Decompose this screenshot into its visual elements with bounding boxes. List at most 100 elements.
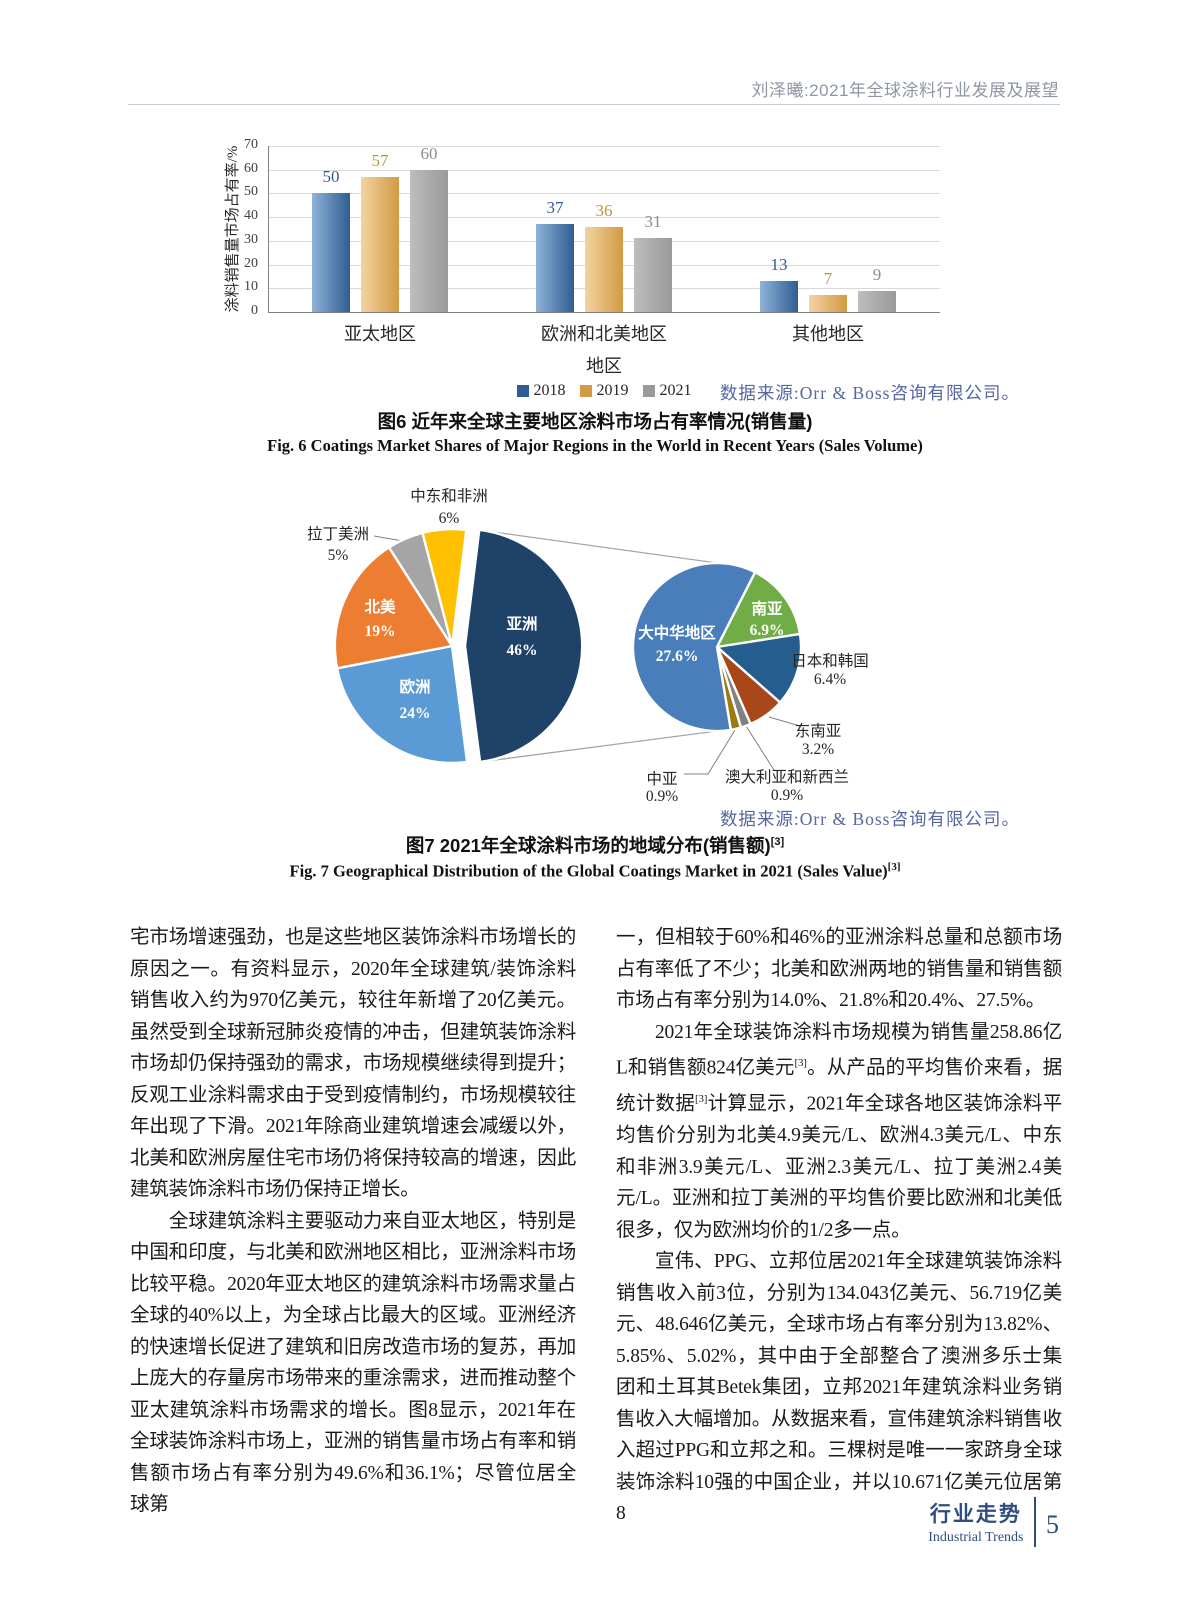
header-rule — [128, 104, 1060, 105]
bar-2019-0 — [361, 176, 399, 312]
pie-value-日本和韩国: 6.4% — [814, 671, 846, 688]
legend-label: 2021 — [659, 382, 692, 399]
x-axis-title: 地区 — [586, 356, 622, 376]
fig7-caption-zh-text: 图7 2021年全球涂料市场的地域分布(销售额) — [405, 835, 771, 856]
bar-2021-1 — [634, 238, 672, 312]
page-footer: 行业走势 Industrial Trends 5 — [928, 1497, 1059, 1547]
pie-value-澳大利亚和新西兰: 0.9% — [771, 787, 803, 804]
y-tick-label: 60 — [244, 160, 258, 176]
y-tick-label: 10 — [244, 279, 258, 295]
pie-label-中亚: 中亚 — [646, 770, 677, 788]
citation-ref: [3] — [887, 861, 901, 873]
fig7-caption-zh: 图7 2021年全球涂料市场的地域分布(销售额)[3] — [130, 832, 1060, 858]
leader-central-asia — [684, 729, 736, 775]
pie-value-南亚: 6.9% — [750, 622, 785, 639]
legend-label: 2018 — [533, 382, 566, 399]
footer-divider — [1033, 1497, 1036, 1547]
x-tick-label: 亚太地区 — [344, 324, 416, 344]
leader-southeast-asia — [768, 716, 801, 727]
fig7-caption-en-text: Fig. 7 Geographical Distribution of the … — [289, 861, 888, 881]
paragraph-text: 计算显示，2021年全球各地区装饰涂料平均售价分别为北美4.9美元/L、欧洲4.… — [616, 1093, 1062, 1241]
pie-value-拉丁美洲: 5% — [328, 547, 349, 564]
bar-2021-2 — [858, 290, 896, 312]
bar-value-label: 13 — [770, 255, 788, 275]
pie-label-澳大利亚和新西兰: 澳大利亚和新西兰 — [725, 768, 849, 786]
footer-section-en: Industrial Trends — [928, 1530, 1024, 1545]
pie-slice-欧洲 — [335, 644, 469, 765]
pie-slice-亚洲 — [463, 528, 584, 764]
pie-value-亚洲: 46% — [507, 642, 538, 659]
fig6-caption-en: Fig. 6 Coatings Market Shares of Major R… — [267, 436, 923, 455]
footer-section: 行业走势 Industrial Trends — [928, 1498, 1023, 1546]
leader-australia-nz — [745, 725, 775, 771]
paragraph-text: 宅市场增速强劲，也是这些地区装饰涂料市场增长的原因之一。有资料显示，2020年全… — [130, 927, 576, 1200]
bar-value-label: 60 — [420, 143, 438, 163]
paragraph-text: 宣伟、PPG、立邦位居2021年全球建筑装饰涂料销售收入前3位，分别为134.0… — [616, 1251, 1062, 1524]
leader-latin-america — [373, 535, 404, 542]
pie-of-pie-chart-fig7: 亚洲 46% 欧洲 24% 北美 19% 拉丁美洲 5% 中东和非洲 6% 大中华地区 27.6% 南亚… — [280, 468, 1070, 813]
legend-item: 2019 — [579, 382, 629, 400]
pie-slice-大中华地区 — [631, 561, 757, 733]
y-tick-label: 50 — [244, 184, 258, 200]
pie-value-东南亚: 3.2% — [802, 741, 834, 758]
legend-swatch — [579, 385, 592, 397]
fig7-caption-en: Fig. 7 Geographical Distribution of the … — [130, 861, 1060, 882]
column-left: 宅市场增速强劲，也是这些地区装饰涂料市场增长的原因之一。有资料显示，2020年全… — [130, 922, 576, 1530]
pie-slice-南亚 — [715, 571, 802, 649]
x-tick-label: 其他地区 — [792, 324, 864, 344]
running-header: 刘泽曦:2021年全球涂料行业发展及展望 — [751, 81, 1059, 100]
x-tick-label: 欧洲和北美地区 — [541, 324, 667, 344]
y-tick-label: 40 — [244, 208, 258, 224]
series-line-bottom — [479, 730, 718, 763]
y-tick-label: 70 — [244, 137, 258, 152]
legend-item: 2018 — [516, 382, 566, 400]
legend-item: 2021 — [642, 382, 692, 400]
pie-value-中亚: 0.9% — [646, 788, 678, 805]
fig6-data-source: 数据来源:Orr & Boss咨询有限公司。 — [719, 383, 1020, 403]
citation-ref: [3] — [695, 1093, 708, 1105]
bar-2021-0 — [410, 169, 448, 312]
pie-value-北美: 19% — [365, 623, 396, 640]
pie-label-南亚: 南亚 — [751, 599, 783, 618]
gridline — [268, 169, 940, 171]
chart-legend: 2018 2019 2021 — [268, 382, 940, 400]
legend-label: 2019 — [596, 382, 629, 399]
pie-label-亚洲: 亚洲 — [506, 615, 537, 633]
column-right: 一，但相较于60%和46%的亚洲涂料总量和总额市场占有率低了不少；北美和欧洲两地… — [616, 922, 1062, 1530]
pie-slice-北美 — [333, 546, 454, 670]
y-axis-title: 涂料销售量市场占有率/% — [225, 145, 241, 313]
series-line-top — [478, 529, 718, 564]
body-text: 宅市场增速强劲，也是这些地区装饰涂料市场增长的原因之一。有资料显示，2020年全… — [130, 922, 1062, 1530]
fig6-caption-zh: 图6 近年来全球主要地区涂料市场占有率情况(销售量) — [377, 411, 813, 432]
pie-label-大中华地区: 大中华地区 — [638, 623, 716, 642]
paragraph-text: 。从产品的平均售价来看，据统计数据 — [616, 1057, 1063, 1115]
legend-swatch — [642, 385, 655, 397]
bar-2019-2 — [809, 295, 847, 312]
y-tick-label: 20 — [244, 255, 258, 271]
bar-value-label: 50 — [322, 167, 340, 187]
fig7-data-source: 数据来源:Orr & Boss咨询有限公司。 — [719, 809, 1020, 829]
bar-value-label: 37 — [546, 198, 564, 218]
bar-2018-1 — [536, 224, 574, 312]
bar-value-label: 57 — [371, 150, 389, 170]
pie-value-大中华地区: 27.6% — [656, 648, 699, 665]
bar-2018-2 — [760, 281, 798, 312]
paragraph: 2021年全球装饰涂料市场规模为销售量258.86亿L和销售额824亿美元[3]… — [616, 1017, 1062, 1247]
paragraph: 宣伟、PPG、立邦位居2021年全球建筑装饰涂料销售收入前3位，分别为134.0… — [616, 1246, 1062, 1530]
page-number: 5 — [1046, 1510, 1059, 1539]
paragraph: 全球建筑涂料主要驱动力来自亚太地区，特别是中国和印度，与北美和欧洲地区相比，亚洲… — [130, 1206, 576, 1521]
bar-2019-1 — [585, 226, 623, 312]
y-tick-label: 30 — [244, 231, 258, 247]
citation-ref: [3] — [794, 1057, 807, 1069]
bar-2018-0 — [312, 193, 350, 312]
paragraph-text: 一，但相较于60%和46%的亚洲涂料总量和总额市场占有率低了不少；北美和欧洲两地… — [616, 927, 1062, 1011]
y-tick-label: 0 — [251, 303, 258, 318]
pie-label-东南亚: 东南亚 — [795, 722, 842, 740]
paragraph-text: 全球建筑涂料主要驱动力来自亚太地区，特别是中国和印度，与北美和欧洲地区相比，亚洲… — [130, 1210, 576, 1516]
pie-value-欧洲: 24% — [400, 705, 431, 722]
legend-swatch — [516, 385, 529, 397]
citation-ref: [3] — [770, 835, 785, 848]
y-axis-line — [268, 146, 269, 312]
footer-section-zh: 行业走势 — [929, 1503, 1022, 1526]
